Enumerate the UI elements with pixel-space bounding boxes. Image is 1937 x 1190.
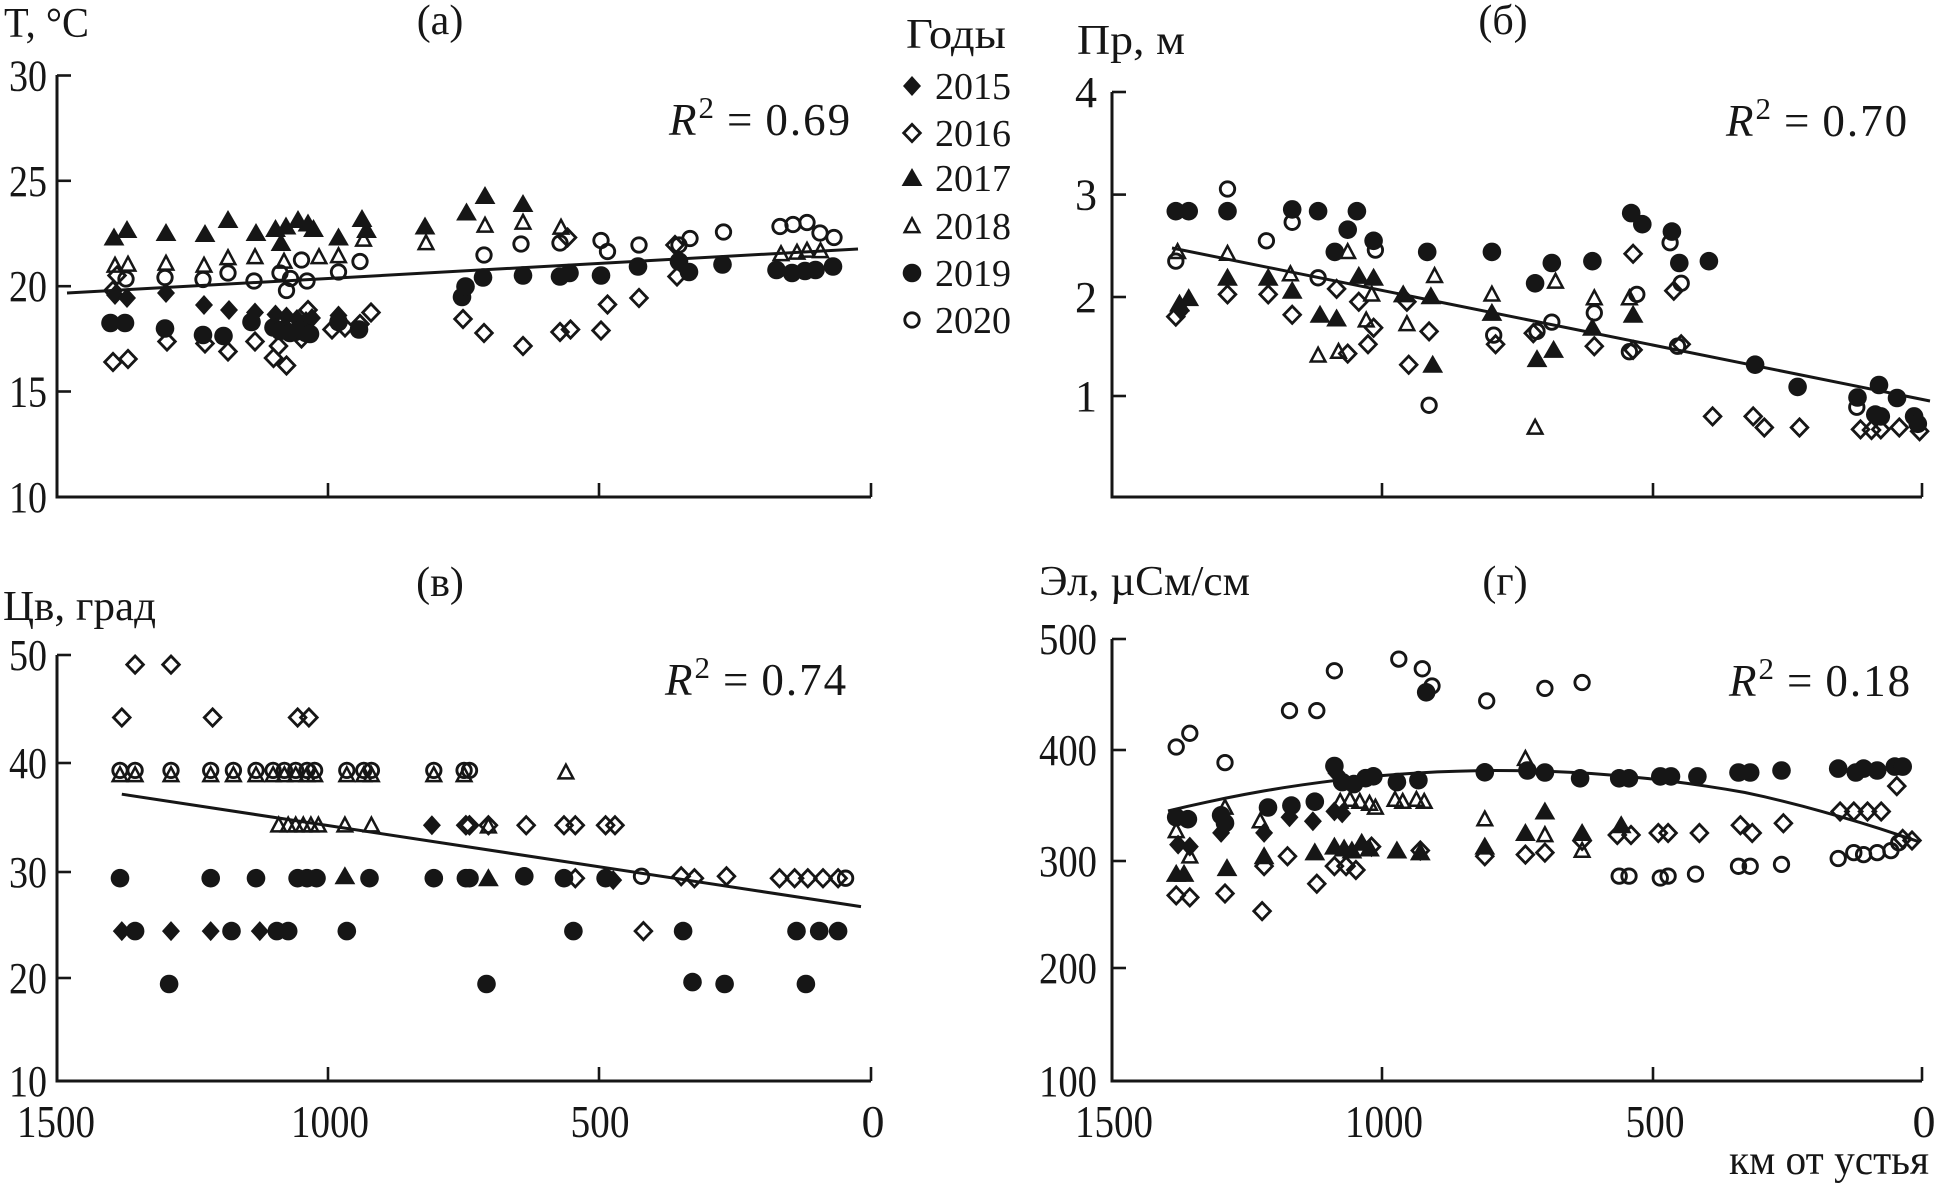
svg-text:2018: 2018	[935, 206, 1011, 248]
svg-text:100: 100	[1039, 1057, 1097, 1106]
svg-text:500: 500	[1626, 1096, 1685, 1147]
svg-text:(в): (в)	[416, 560, 464, 606]
svg-text:20: 20	[9, 954, 47, 1003]
svg-text:10: 10	[9, 1057, 47, 1106]
svg-text:2015: 2015	[935, 66, 1011, 108]
svg-text:R2 = 0.69: R2 = 0.69	[668, 90, 852, 145]
svg-text:400: 400	[1039, 726, 1097, 775]
svg-text:Эл, µСм/см: Эл, µСм/см	[1039, 559, 1250, 605]
svg-text:200: 200	[1039, 944, 1097, 993]
svg-text:500: 500	[571, 1096, 630, 1147]
svg-text:T, °C: T, °C	[4, 1, 89, 47]
svg-text:15: 15	[9, 368, 47, 417]
svg-text:R2 = 0.70: R2 = 0.70	[1725, 91, 1909, 146]
svg-text:(а): (а)	[417, 0, 464, 44]
svg-text:1500: 1500	[1075, 1096, 1153, 1147]
svg-text:25: 25	[9, 157, 47, 206]
svg-text:км от устья: км от устья	[1729, 1138, 1929, 1184]
svg-text:300: 300	[1039, 837, 1097, 886]
svg-text:30: 30	[9, 848, 47, 897]
svg-text:2016: 2016	[935, 113, 1011, 155]
svg-text:0: 0	[1913, 1096, 1936, 1147]
svg-text:2019: 2019	[935, 253, 1011, 295]
svg-text:1: 1	[1075, 372, 1097, 421]
svg-text:2020: 2020	[935, 300, 1011, 342]
svg-text:1000: 1000	[1345, 1096, 1423, 1147]
svg-text:2017: 2017	[935, 158, 1011, 200]
svg-text:10: 10	[9, 473, 47, 522]
svg-text:40: 40	[9, 739, 47, 788]
svg-text:20: 20	[9, 262, 47, 311]
svg-text:1000: 1000	[291, 1096, 369, 1147]
svg-text:Годы: Годы	[906, 12, 1006, 58]
svg-text:3: 3	[1075, 171, 1097, 220]
svg-text:50: 50	[9, 631, 47, 680]
svg-text:0: 0	[862, 1096, 885, 1147]
svg-text:R2 = 0.18: R2 = 0.18	[1728, 651, 1912, 706]
svg-text:Цв, град: Цв, град	[3, 584, 156, 630]
svg-text:500: 500	[1039, 615, 1097, 664]
svg-text:(б): (б)	[1478, 0, 1527, 44]
svg-text:Пр, м: Пр, м	[1077, 18, 1185, 64]
svg-text:1500: 1500	[17, 1096, 95, 1147]
svg-text:(г): (г)	[1482, 559, 1527, 605]
svg-text:R2 = 0.74: R2 = 0.74	[664, 650, 848, 705]
svg-text:4: 4	[1075, 68, 1097, 117]
svg-text:30: 30	[9, 52, 47, 101]
svg-text:2: 2	[1075, 273, 1097, 322]
